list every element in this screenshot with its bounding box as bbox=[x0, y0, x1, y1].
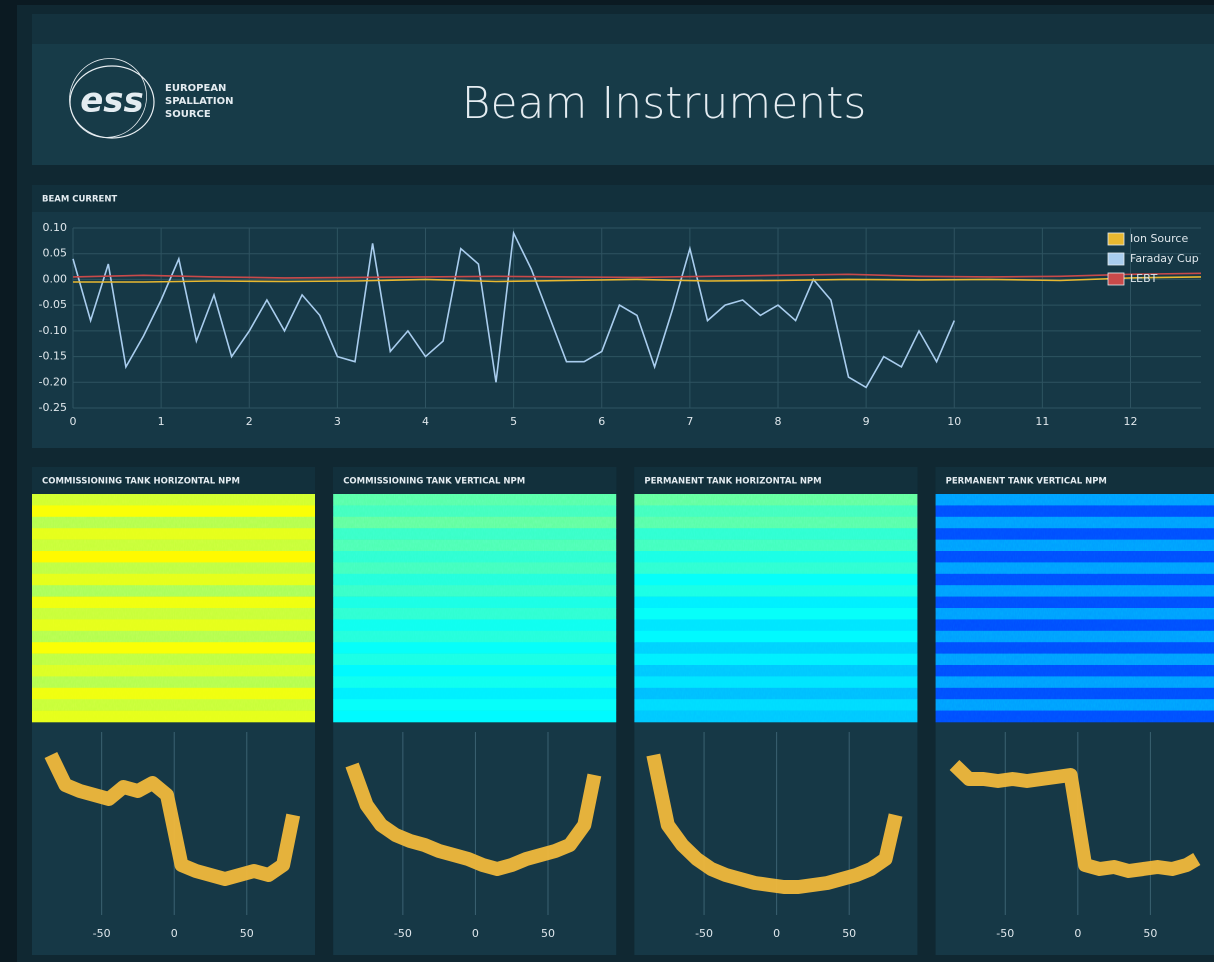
logo-ring bbox=[69, 58, 147, 138]
x-tick-label: 9 bbox=[863, 415, 870, 428]
y-tick-label: 0.00 bbox=[43, 272, 68, 285]
legend-swatch bbox=[1107, 232, 1125, 246]
y-tick-label: -0.05 bbox=[39, 298, 67, 311]
x-tick-label: 12 bbox=[1124, 415, 1138, 428]
logo: ess EUROPEAN SPALLATION SOURCE bbox=[69, 58, 233, 139]
panel-header bbox=[333, 467, 617, 494]
y-tick-label: -0.15 bbox=[39, 350, 67, 363]
heatmap-texture bbox=[32, 494, 315, 722]
series-line bbox=[73, 276, 1202, 283]
x-tick-label: 7 bbox=[686, 415, 693, 428]
panel-title: PERMANENT TANK HORIZONTAL NPM bbox=[644, 477, 821, 487]
legend-swatch bbox=[1107, 272, 1125, 286]
heatmap-texture bbox=[634, 494, 918, 722]
x-tick-label: 50 bbox=[842, 927, 856, 940]
x-tick-label: -50 bbox=[394, 927, 412, 940]
x-tick-label: 50 bbox=[1143, 927, 1157, 940]
y-tick-label: 0.05 bbox=[43, 247, 68, 260]
header bbox=[32, 44, 1214, 165]
page-title: Beam Instruments bbox=[462, 78, 867, 129]
panel-header bbox=[32, 467, 315, 494]
x-tick-label: 2 bbox=[246, 415, 253, 428]
panel-title: PERMANENT TANK VERTICAL NPM bbox=[946, 477, 1107, 487]
x-tick-label: -50 bbox=[93, 927, 111, 940]
x-tick-label: 3 bbox=[334, 415, 341, 428]
heatmap-texture bbox=[935, 494, 1214, 722]
panel-header bbox=[935, 467, 1214, 494]
legend-label: Ion Source bbox=[1130, 232, 1188, 245]
series-line bbox=[72, 272, 1202, 279]
x-tick-label: 1 bbox=[158, 415, 165, 428]
x-tick-label: 0 bbox=[472, 927, 479, 940]
beam-panel bbox=[32, 185, 1214, 448]
top-bar bbox=[32, 14, 1214, 44]
y-tick-label: -0.25 bbox=[39, 401, 67, 414]
x-tick-label: 6 bbox=[598, 415, 605, 428]
panel-title: COMMISSIONING TANK HORIZONTAL NPM bbox=[42, 477, 240, 487]
panel-title: BEAM CURRENT bbox=[42, 195, 117, 205]
heatmap-texture bbox=[333, 494, 617, 722]
panel-header bbox=[634, 467, 918, 494]
y-tick-label: -0.20 bbox=[39, 375, 67, 388]
logo-mark: ess bbox=[80, 81, 144, 121]
x-tick-label: 0 bbox=[70, 415, 77, 428]
x-tick-label: 0 bbox=[1074, 927, 1081, 940]
logo-line: SPALLATION bbox=[165, 96, 233, 107]
series-line bbox=[72, 230, 956, 389]
legend-swatch bbox=[1107, 252, 1125, 266]
logo-line: SOURCE bbox=[165, 109, 211, 120]
profile-line bbox=[44, 751, 301, 886]
x-tick-label: 8 bbox=[775, 415, 782, 428]
x-tick-label: -50 bbox=[996, 927, 1014, 940]
logo-line: EUROPEAN bbox=[165, 83, 226, 94]
logo-ring bbox=[69, 65, 155, 139]
legend-label: Faraday Cup bbox=[1130, 252, 1199, 265]
profile-line bbox=[345, 762, 602, 876]
x-tick-label: 10 bbox=[947, 415, 961, 428]
x-tick-label: 5 bbox=[510, 415, 517, 428]
x-tick-label: 0 bbox=[773, 927, 780, 940]
x-tick-label: 11 bbox=[1035, 415, 1049, 428]
profile-line bbox=[646, 753, 903, 894]
panel-title: COMMISSIONING TANK VERTICAL NPM bbox=[343, 477, 525, 487]
y-tick-label: 0.10 bbox=[43, 221, 68, 234]
panel-header bbox=[32, 185, 1214, 212]
x-tick-label: 50 bbox=[240, 927, 254, 940]
x-tick-label: 4 bbox=[422, 415, 429, 428]
profile-line bbox=[949, 759, 1201, 878]
legend-label: LEBT bbox=[1130, 272, 1158, 285]
x-tick-label: 50 bbox=[541, 927, 555, 940]
y-tick-label: -0.10 bbox=[39, 324, 67, 337]
x-tick-label: 0 bbox=[171, 927, 178, 940]
x-tick-label: -50 bbox=[695, 927, 713, 940]
